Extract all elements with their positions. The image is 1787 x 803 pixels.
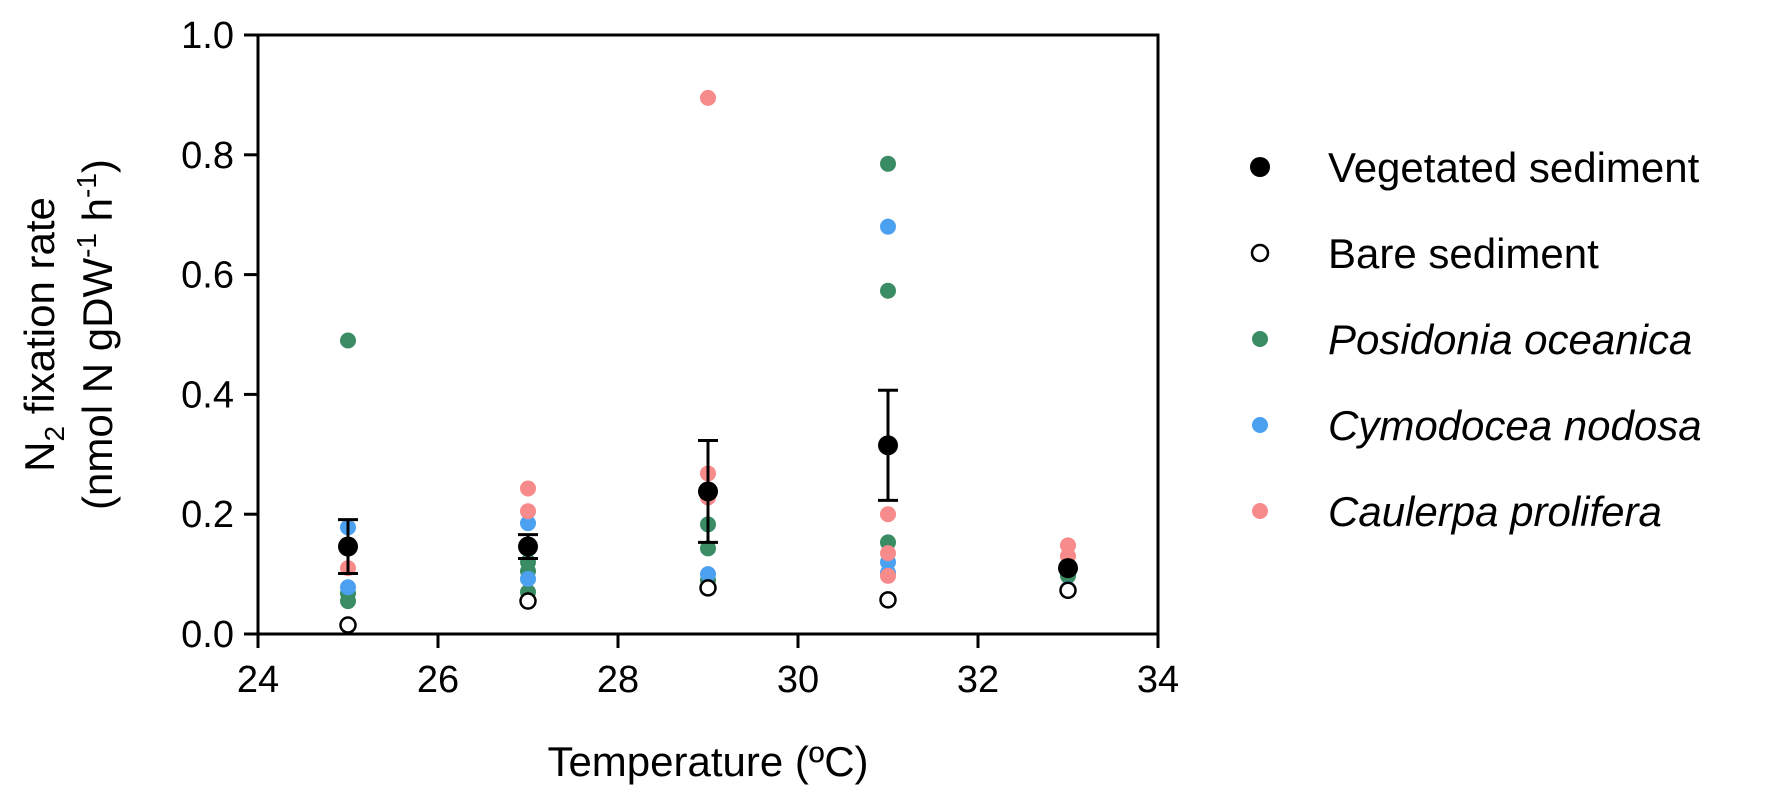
legend-label-posidonia-oceanica: Posidonia oceanica [1328, 316, 1692, 363]
y-axis-title: N2 fixation rate (nmol N gDW-1 h-1) [16, 159, 121, 510]
y-tick-label: 0.6 [181, 255, 234, 297]
x-tick-label: 24 [237, 659, 279, 701]
bare-sediment-point [879, 591, 897, 609]
y-tick-label: 0.8 [181, 135, 234, 177]
y-axis-title-line1: N2 fixation rate [16, 197, 70, 472]
y-tick-label: 0.0 [181, 614, 234, 656]
posidonia-oceanica-point [880, 155, 896, 172]
y-title-sup1: -1 [71, 233, 102, 258]
vegetated-sediment-point [878, 435, 898, 456]
y-tick-label: 0.4 [181, 374, 234, 416]
posidonia-oceanica-point [340, 593, 356, 610]
cymodocea-nodosa-point [520, 570, 536, 587]
x-tick-label: 34 [1137, 659, 1179, 701]
caulerpa-prolifera-point [700, 89, 716, 106]
cymodocea-nodosa-point [880, 218, 896, 235]
posidonia-oceanica-point [880, 282, 896, 299]
x-axis-title: Temperature (ºC) [547, 738, 868, 785]
caulerpa-prolifera-point [520, 480, 536, 497]
x-tick-label: 26 [417, 659, 459, 701]
y-axis-title-line2: (nmol N gDW-1 h-1) [71, 159, 121, 510]
plot-area [256, 33, 1160, 636]
vegetated-sediment-point [338, 536, 358, 557]
x-axis: 24 26 28 30 32 34 [237, 634, 1179, 701]
legend: Vegetated sediment Bare sediment Posidonia… [1250, 144, 1702, 535]
y-title-unit-pre: (nmol N gDW [74, 258, 121, 510]
legend-marker-posidonia-oceanica [1252, 331, 1268, 347]
x-tick-label: 28 [597, 659, 639, 701]
plot-border [256, 33, 1160, 636]
x-tick-label: 30 [777, 659, 819, 701]
y-title-n: N [16, 442, 63, 472]
vegetated-sediment-point [698, 481, 718, 502]
caulerpa-prolifera-point [880, 567, 896, 584]
legend-marker-caulerpa-prolifera [1252, 503, 1268, 519]
data-points [338, 89, 1078, 634]
y-tick-label: 0.2 [181, 494, 234, 536]
y-title-unit-mid: h [74, 198, 121, 233]
legend-label-caulerpa-prolifera: Caulerpa prolifera [1328, 488, 1662, 535]
y-tick-label: 1.0 [181, 15, 234, 57]
bare-sediment-point [699, 579, 717, 597]
legend-label-vegetated-sediment: Vegetated sediment [1328, 144, 1700, 191]
bare-sediment-point [519, 592, 537, 610]
posidonia-oceanica-point [700, 540, 716, 557]
legend-label-bare-sediment: Bare sediment [1328, 230, 1599, 277]
caulerpa-prolifera-point [520, 503, 536, 520]
vegetated-sediment-point [1058, 558, 1078, 579]
bare-sediment-point [339, 616, 357, 634]
legend-label-cymodocea-nodosa: Cymodocea nodosa [1328, 402, 1702, 449]
cymodocea-nodosa-point [520, 515, 536, 532]
x-tick-label: 32 [957, 659, 999, 701]
vegetated-sediment-point [518, 536, 538, 557]
posidonia-oceanica-point [340, 332, 356, 349]
legend-marker-vegetated-sediment [1250, 157, 1270, 177]
bare-sediment-point [1059, 581, 1077, 600]
legend-marker-cymodocea-nodosa [1252, 417, 1268, 433]
y-axis: 0.0 0.2 0.4 0.6 0.8 1.0 [181, 15, 258, 656]
caulerpa-prolifera-point [880, 545, 896, 562]
y-title-sub: 2 [39, 426, 70, 442]
cymodocea-nodosa-point [700, 566, 716, 583]
y-title-rest: fixation rate [16, 197, 63, 426]
cymodocea-nodosa-point [340, 579, 356, 596]
y-title-unit-post: ) [74, 159, 121, 173]
caulerpa-prolifera-point [880, 506, 896, 523]
legend-marker-bare-sediment [1250, 243, 1270, 263]
y-title-sup2: -1 [71, 173, 102, 198]
